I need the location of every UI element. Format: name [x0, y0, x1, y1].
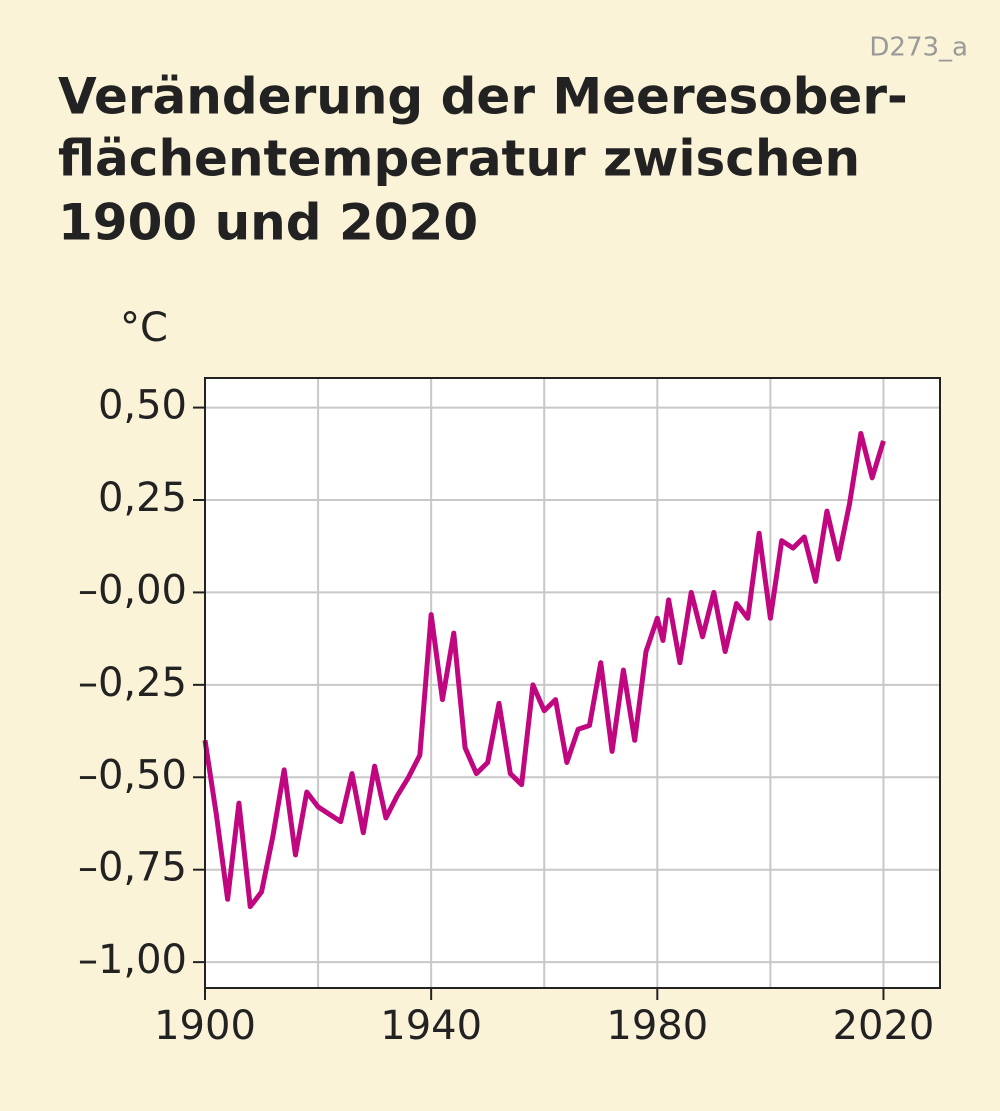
y-tick-label: –0,25: [78, 660, 187, 706]
x-tick-label: 1940: [380, 1003, 482, 1049]
x-tick-label: 1900: [154, 1003, 256, 1049]
y-axis-label: °C: [120, 305, 168, 351]
y-tick-label: –0,00: [78, 567, 187, 613]
chart-title: 1900 und 2020: [58, 194, 478, 252]
x-tick-label: 2020: [833, 1003, 935, 1049]
chart-title: Veränderung der Meeresober-: [58, 68, 908, 126]
y-tick-label: 0,50: [98, 383, 187, 429]
y-tick-label: –1,00: [78, 937, 187, 983]
x-tick-label: 1980: [606, 1003, 708, 1049]
y-tick-label: –0,75: [78, 845, 187, 891]
plot-area: [205, 378, 940, 988]
data-line: [202, 430, 886, 910]
y-tick-label: –0,50: [78, 752, 187, 798]
chart-title: flächentemperatur zwischen: [58, 130, 860, 188]
figure-code: D273_a: [869, 33, 968, 63]
y-tick-label: 0,25: [98, 475, 187, 521]
plot-frame: [204, 377, 941, 989]
